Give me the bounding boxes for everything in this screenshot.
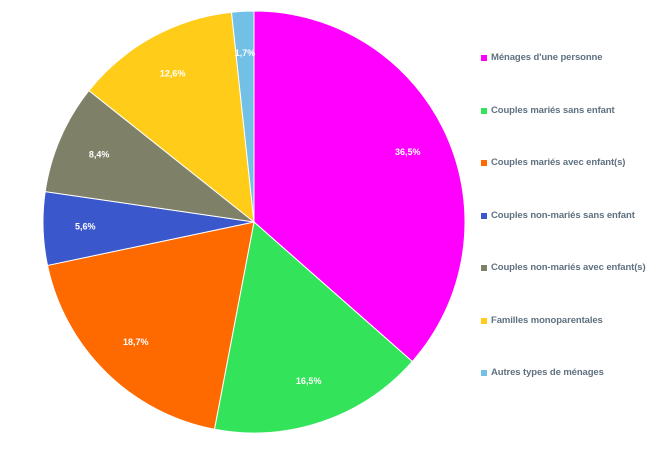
- legend-swatch: [481, 160, 487, 166]
- legend-swatch: [481, 107, 487, 114]
- pie-slice-7[interactable]: [230, 10, 255, 223]
- legend-label: Ménages d'une personne: [491, 52, 603, 63]
- legend-label: Couples mariés avec enfant(s): [491, 157, 626, 168]
- pie-slice-3[interactable]: [46, 221, 255, 430]
- slice-value-label-1: 36,5%: [395, 147, 421, 157]
- pie-slice-2[interactable]: [213, 221, 413, 434]
- legend-item-1[interactable]: Ménages d'une personne: [481, 50, 646, 103]
- legend-item-4[interactable]: Couples non-mariés sans enfant: [481, 208, 646, 261]
- legend-label: Couples mariés sans enfant: [491, 104, 615, 116]
- slice-value-label-5: 8,4%: [89, 149, 110, 159]
- slice-value-label-3: 18,7%: [123, 337, 149, 347]
- pie-slice-1[interactable]: [253, 10, 466, 363]
- slice-value-label-7: 1,7%: [235, 48, 256, 58]
- legend-item-3[interactable]: Couples mariés avec enfant(s): [481, 155, 646, 208]
- slice-value-label-2: 16,5%: [296, 376, 322, 386]
- pie-chart: 36,5% 16,5% 18,7% 5,6% 8,4% 12,6% 1,7%: [42, 10, 466, 434]
- legend-swatch: [481, 265, 487, 271]
- legend-item-5[interactable]: Couples non-mariés avec enfant(s): [481, 260, 646, 313]
- pie-slice-6[interactable]: [88, 11, 255, 224]
- legend-label: Autres types de ménages: [491, 367, 604, 378]
- legend-label: Familles monoparentales: [491, 314, 603, 326]
- legend-swatch: [481, 370, 487, 376]
- legend-item-7[interactable]: Autres types de ménages: [481, 365, 646, 418]
- legend-item-2[interactable]: Couples mariés sans enfant: [481, 103, 646, 156]
- legend-label: Couples non-mariés sans enfant: [491, 209, 635, 221]
- pie-slice-5[interactable]: [44, 89, 256, 223]
- legend-item-6[interactable]: Familles monoparentales: [481, 313, 646, 366]
- legend-swatch: [481, 317, 487, 324]
- slice-value-label-6: 12,6%: [160, 68, 186, 78]
- legend-swatch: [481, 212, 487, 219]
- legend: Ménages d'une personne Couples mariés san…: [481, 50, 646, 418]
- slice-value-label-4: 5,6%: [75, 222, 96, 232]
- legend-swatch: [481, 55, 487, 61]
- legend-label: Couples non-mariés avec enfant(s): [491, 262, 646, 273]
